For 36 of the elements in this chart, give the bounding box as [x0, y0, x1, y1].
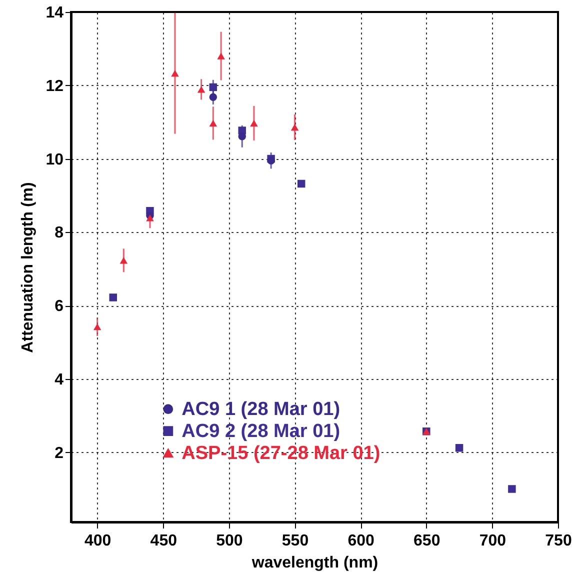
y-tick-label: 2	[54, 444, 64, 462]
point	[171, 70, 179, 77]
x-tick-label: 550	[282, 532, 309, 550]
x-tick-label: 600	[348, 532, 375, 550]
x-axis-title: wavelength (nm)	[250, 554, 378, 572]
legend-label: AC9 1 (28 Mar 01)	[182, 399, 340, 420]
point	[238, 132, 246, 140]
y-tick-label: 10	[46, 151, 64, 168]
y-tick-label: 14	[46, 4, 64, 22]
legend-label: ASP-15 (27-28 Mar 01)	[182, 443, 380, 464]
point	[508, 485, 516, 493]
point	[209, 93, 218, 101]
point	[120, 257, 128, 264]
y-tick-label: 12	[46, 78, 64, 95]
point	[250, 120, 258, 127]
x-tick-label: 750	[545, 532, 572, 550]
y-tick-label: 8	[54, 224, 64, 242]
point	[93, 323, 102, 330]
point	[455, 444, 464, 452]
point	[217, 52, 225, 60]
y-axis-title: Attenuation length (m)	[20, 182, 37, 353]
point	[109, 294, 117, 302]
x-tick-label: 650	[414, 532, 440, 550]
x-tick-label: 700	[479, 532, 506, 550]
point	[290, 124, 299, 131]
x-tick-label: 400	[84, 532, 112, 550]
y-tick-label: 6	[54, 298, 64, 316]
legend-label: AC9 2 (28 Mar 01)	[182, 421, 340, 442]
point	[197, 86, 206, 93]
point	[209, 83, 218, 92]
x-tick-label: 450	[150, 532, 178, 550]
point	[209, 120, 218, 127]
point	[297, 180, 306, 188]
y-tick-label: 4	[54, 371, 64, 388]
x-tick-label: 500	[216, 532, 243, 550]
point	[146, 214, 154, 222]
